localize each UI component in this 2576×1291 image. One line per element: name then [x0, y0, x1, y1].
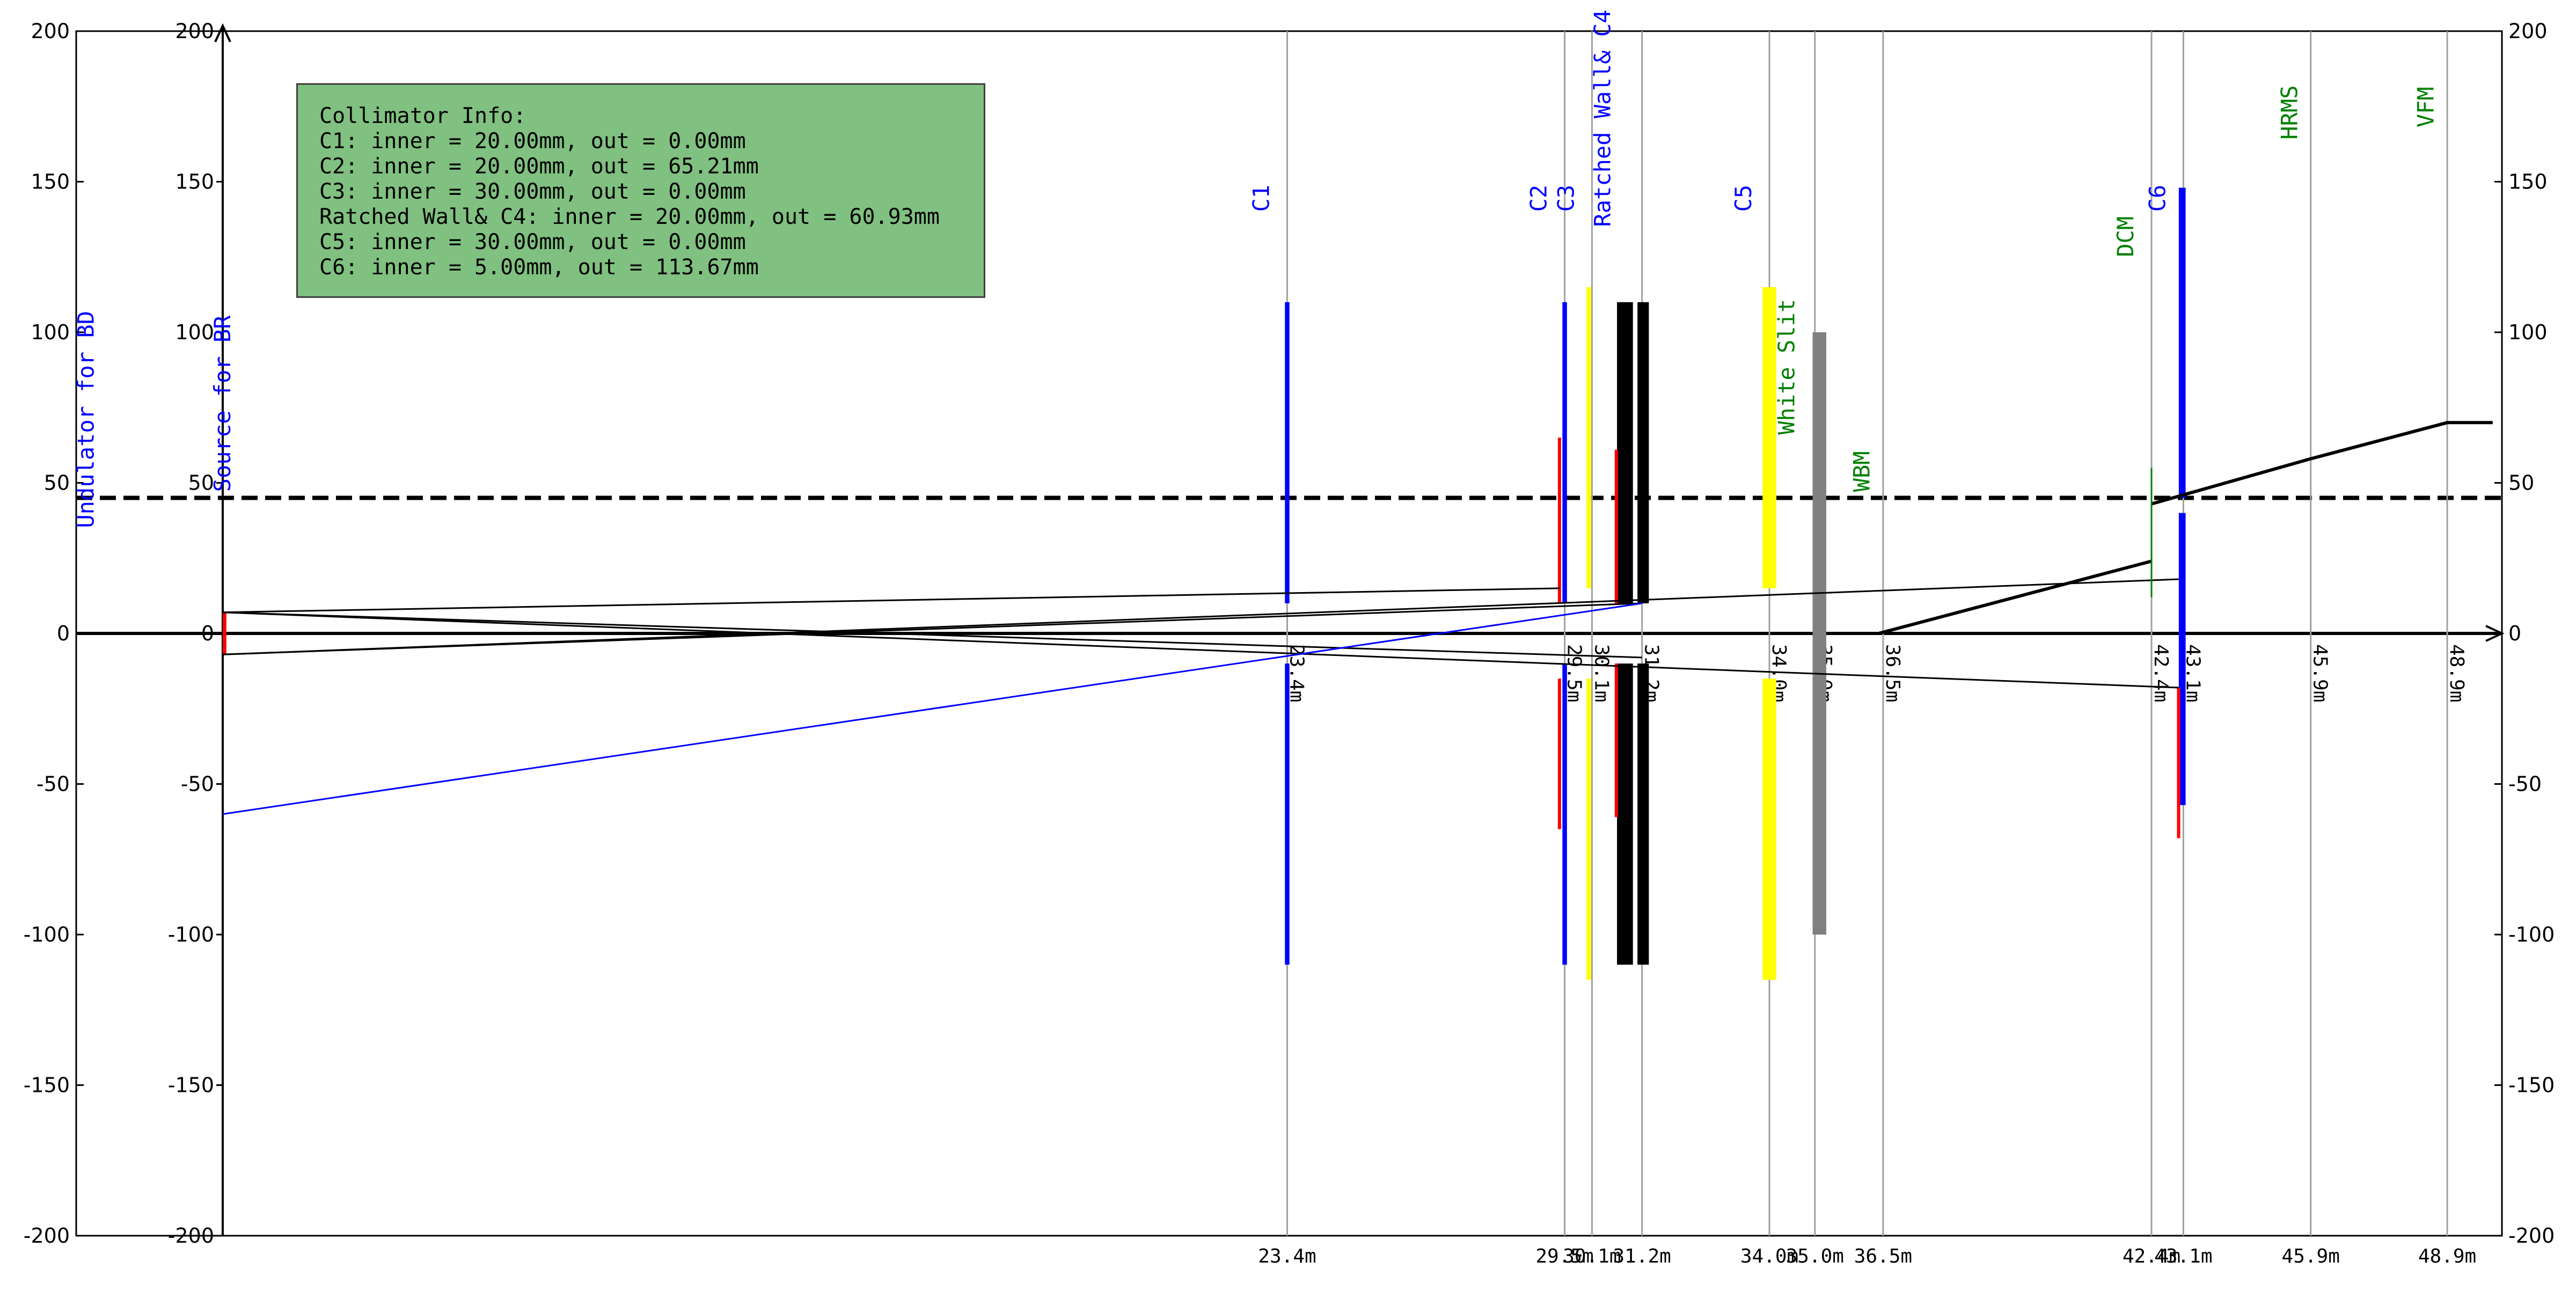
ray-line [222, 611, 1642, 659]
y-axis-arrow [214, 23, 231, 42]
ray-line [2151, 421, 2493, 506]
y-tick-label-right: 0 [2508, 622, 2521, 645]
element-block [1562, 663, 1567, 965]
component-label: C6 [2144, 185, 2170, 212]
position-label-bottom: 30.1m [1563, 1245, 1621, 1267]
y-tick-label-inner: -50 [181, 772, 214, 796]
y-tick-label-inner: 200 [175, 19, 214, 43]
component-label: HRMS [2276, 85, 2302, 140]
y-tick-label-left: 50 [44, 471, 70, 495]
y-tick-label-right: -150 [2508, 1074, 2555, 1097]
y-tick-label-left: -200 [24, 1224, 70, 1248]
component-label: C1 [1248, 185, 1275, 212]
element-block [223, 612, 226, 655]
position-label-bottom: 36.5m [1854, 1245, 1912, 1267]
y-tick-label-left: 200 [31, 19, 70, 43]
ray-line [222, 587, 1561, 614]
y-tick-label-left: -100 [24, 923, 70, 946]
element-block [1762, 679, 1776, 980]
component-label: C3 [1553, 185, 1579, 212]
ray-line [222, 602, 1642, 815]
y-tick-label-left: 0 [57, 622, 70, 645]
element-block [1285, 302, 1290, 603]
element-block [1557, 437, 1561, 603]
element-block [1586, 287, 1591, 588]
element-block [1586, 679, 1591, 980]
component-label: C2 [1526, 185, 1552, 212]
element-block [1637, 302, 1649, 603]
y-tick-label-inner: 0 [201, 622, 214, 645]
y-tick-label-inner: 100 [175, 320, 214, 344]
position-label-bottom: 23.4m [1258, 1245, 1316, 1267]
element-block [2177, 687, 2180, 838]
y-tick-label-inner: -100 [168, 923, 214, 946]
y-tick-label-left: 150 [31, 170, 70, 194]
y-tick-label-left: 100 [31, 320, 70, 344]
component-label: C5 [1730, 185, 1757, 212]
position-label-bottom: 42.4m [2123, 1245, 2180, 1267]
position-label-bottom: 35.0m [1786, 1245, 1844, 1267]
component-label: VFM [2413, 87, 2439, 128]
position-label-bottom: 29.5m [1535, 1245, 1593, 1267]
component-label: Ratched Wall& C4 [1589, 10, 1615, 227]
source-label: Undulator for BD [73, 311, 99, 528]
component-label: WBM [1848, 451, 1875, 492]
position-label-bottom: 45.9m [2282, 1245, 2340, 1267]
position-label-axis: 30.1m [1590, 644, 1612, 702]
element-block [2178, 513, 2186, 805]
element-block [1285, 663, 1290, 965]
position-label-bottom: 48.9m [2418, 1245, 2476, 1267]
element-block [1617, 302, 1633, 603]
ray-line [1878, 559, 2152, 635]
y-tick-label-right: 50 [2508, 471, 2534, 495]
collimator-info-line: C5: inner = 30.00mm, out = 0.00mm [319, 230, 746, 254]
y-tick-label-inner: 150 [175, 170, 214, 194]
position-label-axis: 45.9m [2309, 644, 2331, 702]
element-block [1614, 663, 1618, 818]
collimator-info-title: Collimator Info: [319, 104, 526, 128]
y-tick-label-right: 100 [2508, 320, 2548, 344]
y-tick-label-right: -50 [2508, 772, 2542, 796]
collimator-info-line: C2: inner = 20.00mm, out = 65.21mm [319, 154, 759, 179]
component-label: White Slit [1774, 299, 1800, 435]
collimator-info-box: Collimator Info: C1: inner = 20.00mm, ou… [296, 83, 985, 298]
element-block [1637, 663, 1649, 965]
position-label-axis: 42.4m [2150, 644, 2172, 702]
position-label-bottom: 43.1m [2154, 1245, 2212, 1267]
y-tick-label-right: 200 [2508, 19, 2548, 43]
source-label: Source for BR [209, 315, 236, 492]
element-block [1614, 449, 1618, 603]
element-block [1562, 302, 1567, 603]
ray-line [222, 578, 2179, 655]
element-block [2178, 187, 2186, 498]
y-tick-label-right: -200 [2508, 1224, 2555, 1248]
position-label-axis: 48.9m [2446, 644, 2468, 702]
position-label-bottom: 31.2m [1613, 1245, 1671, 1267]
element-block [1617, 663, 1633, 965]
element-block [1762, 287, 1776, 588]
ray-line [222, 611, 2179, 689]
y-tick-label-right: 150 [2508, 170, 2548, 194]
position-label-bottom: 34.0m [1740, 1245, 1798, 1267]
element-block [1557, 679, 1561, 829]
collimator-info-line: C1: inner = 20.00mm, out = 0.00mm [319, 129, 746, 154]
y-tick-label-left: -150 [24, 1074, 70, 1097]
collimator-info-line: C3: inner = 30.00mm, out = 0.00mm [319, 179, 746, 204]
position-label-axis: 36.5m [1882, 644, 1904, 702]
y-tick-label-inner: -200 [168, 1224, 214, 1248]
y-tick-label-inner: 50 [188, 471, 214, 495]
collimator-info-line: Ratched Wall& C4: inner = 20.00mm, out =… [319, 205, 940, 229]
collimator-info-line: C6: inner = 5.00mm, out = 113.67mm [319, 255, 759, 280]
y-tick-label-inner: -150 [168, 1074, 214, 1097]
component-label: DCM [2112, 216, 2139, 257]
element-block [1812, 332, 1826, 935]
y-tick-label-right: -100 [2508, 923, 2555, 946]
y-tick-label-left: -50 [36, 772, 70, 796]
